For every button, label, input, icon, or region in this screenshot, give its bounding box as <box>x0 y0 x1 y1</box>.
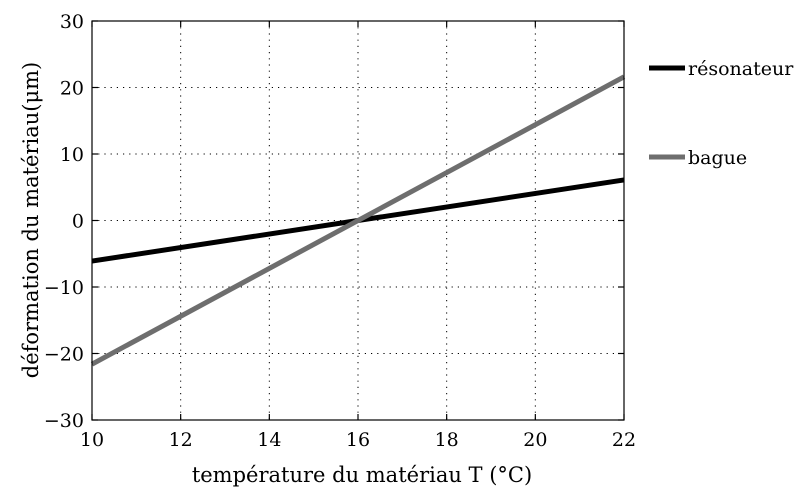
y-tick-label: 30 <box>60 11 84 33</box>
legend-label-0: résonateur <box>688 58 794 80</box>
x-axis-label: température du matériau T (°C) <box>192 463 532 487</box>
y-tick-labels: −30 −20 −10 0 10 20 30 <box>44 11 84 432</box>
x-tick-label: 18 <box>435 429 459 451</box>
x-tick-label: 16 <box>346 429 370 451</box>
x-tick-labels: 10 12 14 16 18 20 22 <box>80 429 636 451</box>
y-tick-label: −20 <box>44 344 84 366</box>
axis-ticks <box>91 20 625 421</box>
x-tick-label: 12 <box>169 429 193 451</box>
series-line-1 <box>90 74 626 367</box>
legend: résonateur bague <box>649 58 794 169</box>
y-tick-label: −30 <box>44 410 84 432</box>
x-tick-label: 22 <box>612 429 636 451</box>
y-tick-label: 0 <box>72 211 84 233</box>
series-lines <box>90 74 626 367</box>
y-tick-label: 10 <box>60 144 84 166</box>
y-tick-label: −10 <box>44 277 84 299</box>
x-tick-label: 20 <box>523 429 547 451</box>
x-tick-label: 14 <box>257 429 281 451</box>
x-tick-label: 10 <box>80 429 104 451</box>
y-tick-label: 20 <box>60 78 84 100</box>
legend-label-1: bague <box>688 147 747 169</box>
y-axis-label: déformation du matériau(μm) <box>19 62 43 378</box>
